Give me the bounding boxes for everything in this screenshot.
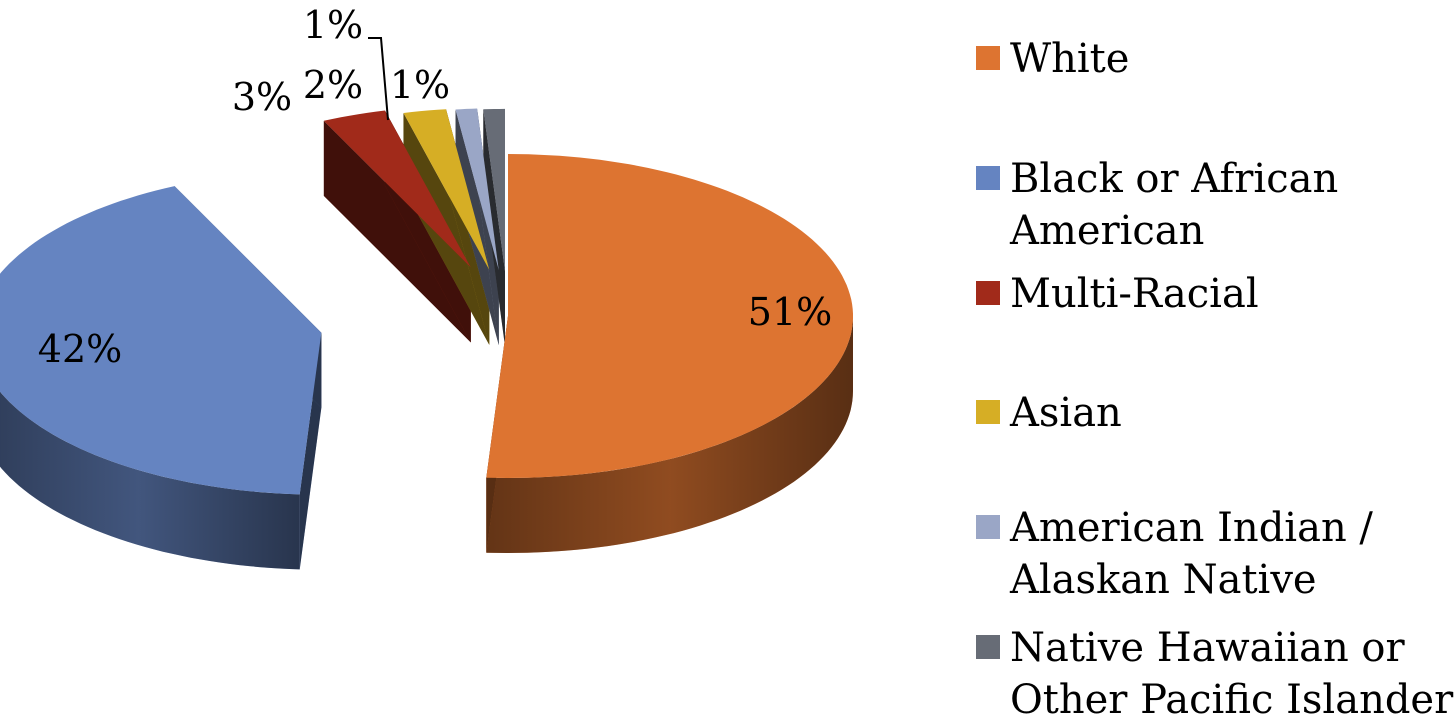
data-label-native-hawaiian-or-other-pacific-islander: 1% xyxy=(390,63,450,107)
pie-slice-asian xyxy=(403,109,490,270)
legend-label: Asian xyxy=(1009,390,1122,436)
legend-label: Native Hawaiian or xyxy=(1010,625,1406,671)
legend-swatch xyxy=(976,166,1000,190)
pie-slice-native-hawaiian-or-other-pacific-islander xyxy=(483,108,505,271)
legend-item-multi-racial: Multi-Racial xyxy=(976,271,1259,317)
legend-swatch xyxy=(976,46,1000,70)
pie-slice-white xyxy=(486,154,853,478)
pie-slice-side-shade-white xyxy=(486,316,853,553)
legend-item-black-or-african-american: Black or African American xyxy=(976,156,1338,254)
data-label-white: 51% xyxy=(748,290,832,334)
pie-slice-american-indian-alaskan-native xyxy=(455,108,499,271)
legend-swatch xyxy=(976,400,1000,424)
legend-label: American xyxy=(1009,208,1204,254)
leader-line xyxy=(368,37,389,121)
legend-label: Other Pacific Islander xyxy=(1010,677,1454,715)
pie-slice-wall-shade-native-hawaiian-or-other-pacific-islander-0 xyxy=(483,109,505,346)
legend-label: White xyxy=(1010,36,1129,82)
legend-swatch xyxy=(976,635,1000,659)
data-label-multi-racial: 3% xyxy=(232,75,292,119)
legend: White Black or African American Multi-Racia… xyxy=(976,36,1454,715)
legend-item-native-hawaiian-or-other-pacific-islander: Native Hawaiian or Other Pacific Islander xyxy=(976,625,1454,715)
data-labels: 51% 42% 3% 2% 1% 1% xyxy=(38,3,832,371)
legend-label: Alaskan Native xyxy=(1009,557,1317,603)
legend-swatch xyxy=(976,515,1000,539)
legend-label: Black or African xyxy=(1010,156,1338,202)
pie-slice-multi-racial xyxy=(323,110,471,268)
data-label-black-or-african-american: 42% xyxy=(38,327,122,371)
legend-label: American Indian / xyxy=(1009,505,1373,551)
legend-label: Multi-Racial xyxy=(1010,271,1259,317)
legend-item-white: White xyxy=(976,36,1129,82)
legend-item-american-indian-alaskan-native: American Indian / Alaskan Native xyxy=(976,505,1373,603)
pie-slice-black-or-african-american xyxy=(0,186,322,495)
data-label-asian: 2% xyxy=(303,63,363,107)
pie-slice-side-shade-black-or-african-american xyxy=(0,391,300,570)
data-label-american-indian-alaskan-native: 1% xyxy=(303,3,363,47)
pie-slice-wall-shade-multi-racial-0 xyxy=(323,120,471,343)
legend-swatch xyxy=(976,281,1000,305)
legend-item-asian: Asian xyxy=(976,390,1122,436)
pie-slice-tops xyxy=(0,108,853,495)
